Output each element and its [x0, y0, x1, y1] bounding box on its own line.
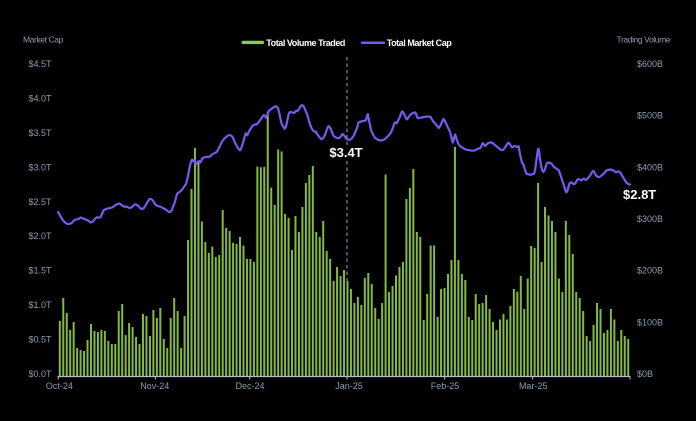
- svg-text:$600B: $600B: [637, 59, 663, 69]
- svg-text:$3.0T: $3.0T: [28, 162, 52, 172]
- svg-text:$100B: $100B: [637, 317, 663, 327]
- svg-text:Market Cap: Market Cap: [23, 35, 64, 45]
- svg-text:Jan-25: Jan-25: [335, 381, 363, 391]
- svg-text:$400B: $400B: [637, 162, 663, 172]
- svg-text:$4.5T: $4.5T: [28, 59, 52, 69]
- svg-text:$500B: $500B: [637, 111, 663, 121]
- svg-text:Nov-24: Nov-24: [140, 381, 169, 391]
- svg-text:$200B: $200B: [637, 266, 663, 276]
- svg-text:$0.5T: $0.5T: [28, 335, 52, 345]
- svg-text:$1.5T: $1.5T: [28, 266, 52, 276]
- svg-text:Total Market Cap: Total Market Cap: [387, 38, 453, 48]
- svg-text:$2.0T: $2.0T: [28, 231, 52, 241]
- svg-text:Total Volume Traded: Total Volume Traded: [266, 38, 345, 48]
- svg-text:$0B: $0B: [637, 369, 653, 379]
- svg-text:$3.5T: $3.5T: [28, 128, 52, 138]
- svg-text:Feb-25: Feb-25: [431, 381, 460, 391]
- svg-text:Trading Volume: Trading Volume: [617, 35, 671, 45]
- svg-text:Oct-24: Oct-24: [46, 381, 73, 391]
- svg-text:$2.8T: $2.8T: [623, 187, 656, 202]
- svg-text:Dec-24: Dec-24: [235, 381, 264, 391]
- svg-text:$2.5T: $2.5T: [28, 197, 52, 207]
- svg-text:$1.0T: $1.0T: [28, 300, 52, 310]
- svg-text:$3.4T: $3.4T: [329, 145, 362, 160]
- svg-text:$0.0T: $0.0T: [28, 369, 52, 379]
- svg-text:Mar-25: Mar-25: [519, 381, 548, 391]
- svg-text:$4.0T: $4.0T: [28, 93, 52, 103]
- svg-text:$300B: $300B: [637, 214, 663, 224]
